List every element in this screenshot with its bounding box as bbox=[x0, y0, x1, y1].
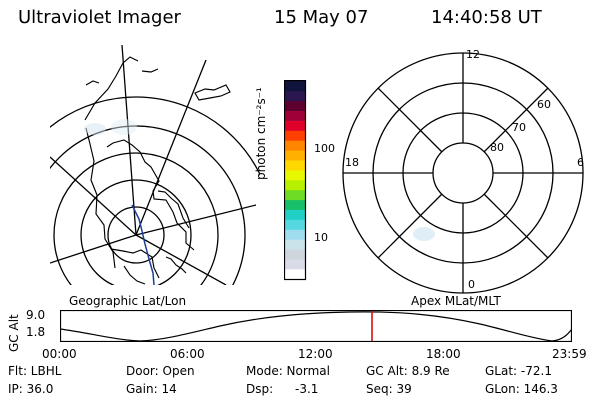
mlat-label-60: 60 bbox=[537, 98, 551, 111]
colorbar-segment bbox=[285, 249, 305, 260]
footer-door: Door: Open bbox=[126, 364, 195, 378]
footer-dsp-value: -3.1 bbox=[295, 382, 319, 396]
altitude-timeline bbox=[59, 309, 573, 343]
meridian-5 bbox=[50, 156, 137, 236]
altitude-curve bbox=[59, 311, 573, 342]
altitude-timeline-svg bbox=[59, 309, 573, 343]
coastline-1 bbox=[84, 56, 139, 121]
footer-gc-alt: GC Alt: 8.9 Re bbox=[366, 364, 450, 378]
mlat-label-70: 70 bbox=[512, 121, 526, 134]
diag-se bbox=[483, 193, 549, 259]
meridian-3 bbox=[135, 234, 227, 285]
geographic-label: Geographic Lat/Lon bbox=[69, 294, 187, 308]
mlt-label-6: 6 bbox=[577, 156, 584, 169]
island-2 bbox=[141, 68, 159, 73]
diag-sw bbox=[377, 193, 443, 259]
colorbar-segment bbox=[285, 259, 305, 270]
mlt-label-18: 18 bbox=[345, 156, 359, 169]
footer-flt: Flt: LBHL bbox=[8, 364, 62, 378]
coastline-4 bbox=[157, 190, 190, 229]
colorbar-segment bbox=[285, 239, 305, 250]
meridian-4 bbox=[50, 234, 137, 264]
coastline-5 bbox=[110, 248, 160, 279]
colorbar-segment bbox=[285, 199, 305, 210]
diag-nw bbox=[377, 87, 443, 153]
colorbar-segment bbox=[285, 150, 305, 161]
magnetic-map-svg bbox=[342, 52, 584, 294]
timeline-axis-label: GC Alt bbox=[7, 314, 21, 352]
colorbar bbox=[283, 79, 308, 282]
lat-ring-2 bbox=[80, 179, 192, 285]
timeline-ytick-1-8: 1.8 bbox=[26, 325, 46, 339]
geographic-map bbox=[50, 45, 260, 285]
geographic-map-svg bbox=[50, 45, 260, 285]
time-tick-0000: 00:00 bbox=[42, 347, 77, 361]
aurora-patch-2 bbox=[111, 119, 137, 135]
orbit-track bbox=[131, 204, 155, 285]
time-tick-1800: 18:00 bbox=[426, 347, 461, 361]
footer-seq: Seq: 39 bbox=[366, 382, 412, 396]
footer-dsp-label: Dsp: bbox=[246, 382, 274, 396]
time-tick-2359: 23:59 bbox=[552, 347, 587, 361]
colorbar-tick-low: 10 bbox=[314, 231, 328, 244]
mlat-label-80: 80 bbox=[490, 141, 504, 154]
colorbar-segment bbox=[285, 160, 305, 171]
colorbar-segment bbox=[285, 140, 305, 151]
colorbar-segment bbox=[285, 100, 305, 111]
lat-ring-4 bbox=[50, 125, 246, 285]
aurora-patch-1 bbox=[84, 123, 106, 135]
colorbar-segment bbox=[285, 170, 305, 181]
meridian-1 bbox=[135, 59, 207, 236]
colorbar-frame bbox=[283, 79, 307, 281]
time-text: 14:40:58 UT bbox=[431, 7, 542, 28]
lat-ring-1 bbox=[107, 206, 165, 264]
island-3 bbox=[85, 80, 100, 86]
footer-mode: Mode: Normal bbox=[246, 364, 330, 378]
meridian-2 bbox=[135, 204, 257, 236]
time-tick-0600: 06:00 bbox=[170, 347, 205, 361]
timeline-ytick-9-0: 9.0 bbox=[26, 308, 46, 322]
apex-label: Apex MLat/MLT bbox=[411, 294, 501, 308]
coastline-3 bbox=[106, 139, 195, 251]
colorbar-segment bbox=[285, 130, 305, 141]
island-1 bbox=[194, 84, 231, 101]
lat-ring-5 bbox=[50, 96, 260, 177]
colorbar-segments bbox=[285, 81, 305, 280]
colorbar-label: photon cm⁻²s⁻¹ bbox=[254, 87, 268, 180]
footer-gain: Gain: 14 bbox=[126, 382, 177, 396]
colorbar-segment bbox=[285, 110, 305, 121]
footer-ip: IP: 36.0 bbox=[8, 382, 54, 396]
footer-glon: GLon: 146.3 bbox=[485, 382, 558, 396]
magnetic-map bbox=[340, 50, 586, 296]
time-tick-1200: 12:00 bbox=[298, 347, 333, 361]
page-title: Ultraviolet Imager bbox=[18, 7, 181, 28]
coastline-6 bbox=[123, 265, 146, 285]
mlt-label-0: 0 bbox=[468, 278, 475, 291]
lat-ring-3 bbox=[53, 152, 219, 285]
mlt-label-12: 12 bbox=[466, 48, 480, 61]
colorbar-segment bbox=[285, 189, 305, 201]
colorbar-tick-high: 100 bbox=[314, 142, 335, 155]
meridian-0 bbox=[121, 45, 137, 236]
colorbar-segment bbox=[285, 209, 305, 220]
colorbar-segment bbox=[285, 219, 305, 230]
colorbar-segment bbox=[285, 120, 305, 131]
colorbar-segment bbox=[285, 90, 305, 102]
coastline-2 bbox=[85, 127, 116, 269]
date-text: 15 May 07 bbox=[274, 7, 369, 28]
colorbar-segment bbox=[285, 229, 305, 240]
diag-ne bbox=[483, 87, 549, 153]
footer-glat: GLat: -72.1 bbox=[485, 364, 552, 378]
colorbar-segment bbox=[285, 81, 305, 92]
aurora-blob bbox=[413, 227, 435, 241]
timeline-frame bbox=[59, 309, 573, 343]
colorbar-segment bbox=[285, 269, 305, 280]
colorbar-segment bbox=[285, 180, 305, 191]
coastline-7 bbox=[165, 256, 187, 274]
colorbar-svg bbox=[283, 79, 307, 281]
